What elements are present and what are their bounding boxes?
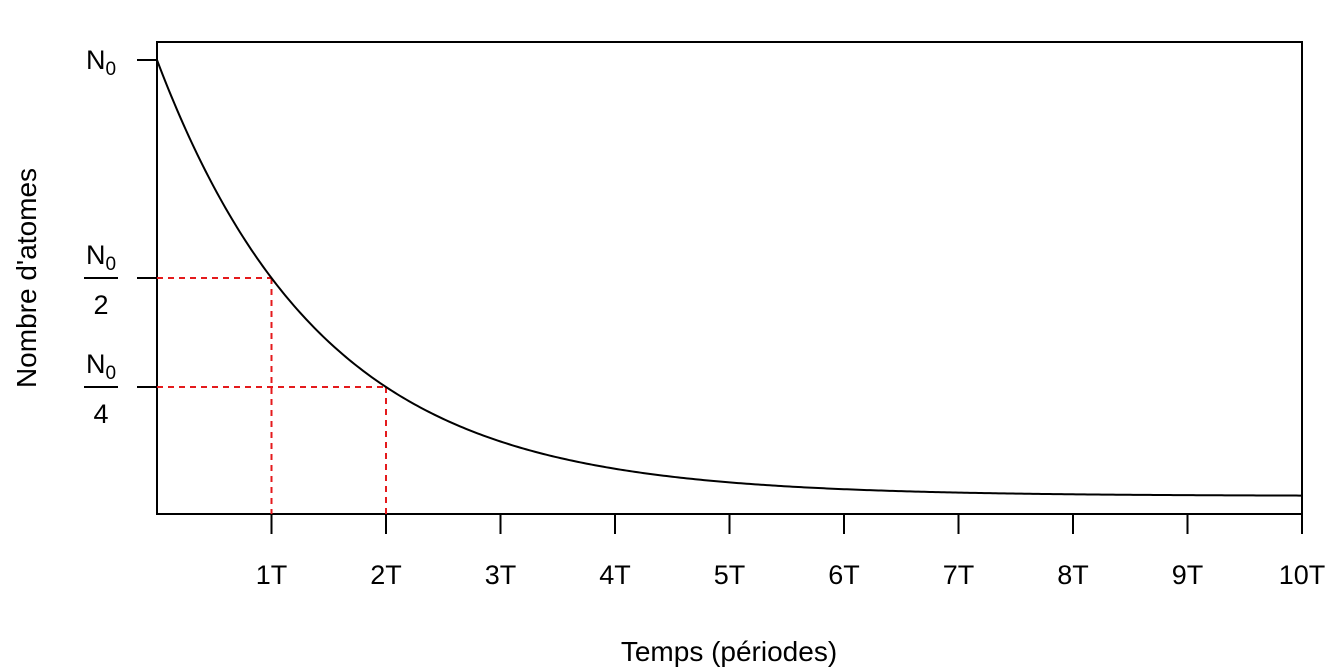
y-tick-label-numerator: N0 bbox=[86, 349, 116, 384]
decay-curve bbox=[156, 59, 1302, 497]
y-tick-label-denominator: 4 bbox=[93, 399, 108, 429]
x-tick-label: 9T bbox=[1172, 560, 1204, 590]
y-tick-label-denominator: 2 bbox=[93, 290, 108, 320]
x-tick-label: 10T bbox=[1279, 560, 1326, 590]
x-tick-label: 3T bbox=[485, 560, 517, 590]
half-life-guides bbox=[157, 277, 387, 514]
y-axis: N0 N0 2 N0 4 bbox=[84, 45, 157, 429]
x-axis: 1T 2T 3T 4T 5T 6T 7T 8T 9T 10T bbox=[256, 514, 1326, 590]
plot-frame bbox=[156, 41, 1303, 515]
x-tick-label: 7T bbox=[943, 560, 975, 590]
x-tick-label: 8T bbox=[1057, 560, 1089, 590]
x-tick-label: 2T bbox=[370, 560, 402, 590]
y-tick-label-numerator: N0 bbox=[86, 240, 116, 275]
x-tick-label: 6T bbox=[828, 560, 860, 590]
y-axis-title: Nombre d'atomes bbox=[11, 168, 42, 388]
x-tick-label: 5T bbox=[714, 560, 746, 590]
y-tick-label: N0 bbox=[86, 45, 116, 80]
x-tick-label: 1T bbox=[256, 560, 288, 590]
x-axis-title: Temps (périodes) bbox=[621, 636, 837, 667]
x-tick-label: 4T bbox=[599, 560, 631, 590]
